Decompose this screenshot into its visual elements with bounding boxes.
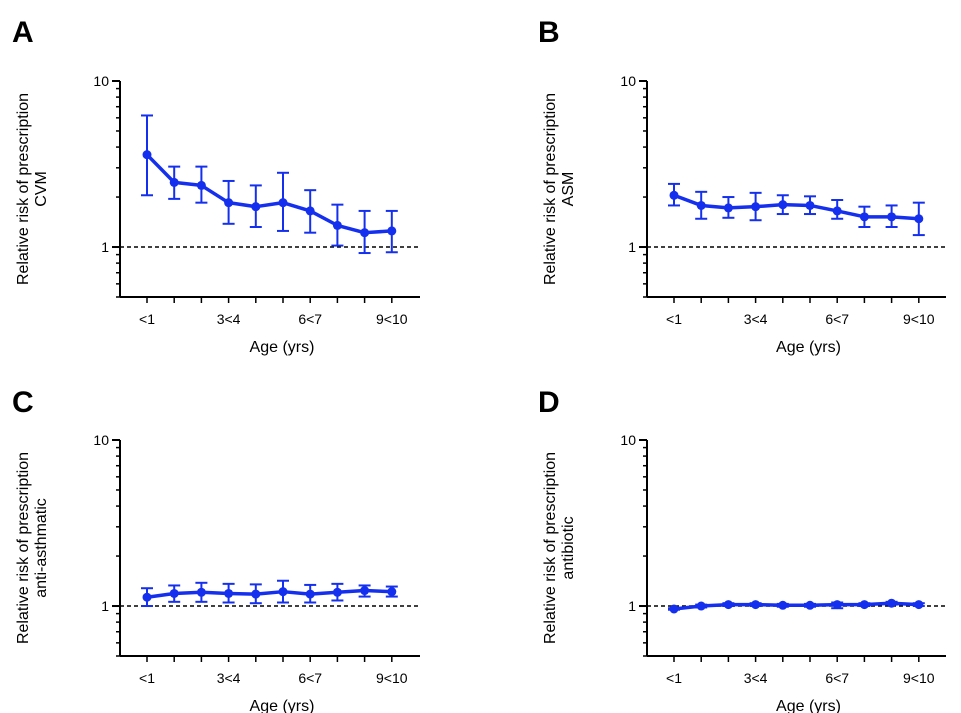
data-point	[142, 150, 152, 160]
x-tick-label: 9<10	[376, 670, 408, 686]
x-tick-label: 9<10	[903, 670, 935, 686]
x-tick-label: 3<4	[217, 311, 241, 327]
data-point	[251, 202, 261, 212]
x-tick-label: <1	[139, 311, 155, 327]
data-point	[832, 600, 842, 610]
x-axis-label: Age (yrs)	[250, 339, 315, 356]
y-tick-label: 1	[628, 239, 636, 255]
data-point	[859, 212, 869, 222]
panel-b: B 1 10 <1 3<4 6<7 9<10 Age (yrs) Relative risk o…	[538, 16, 946, 356]
x-tick-label: <1	[666, 311, 682, 327]
x-axis-label: Age (yrs)	[250, 698, 315, 713]
data-point	[723, 203, 733, 213]
data-point	[887, 598, 897, 608]
data-point	[169, 588, 179, 598]
data-point	[278, 198, 288, 208]
series-line	[145, 153, 392, 235]
y-tick-label: 10	[620, 432, 636, 448]
y-tick-label: 1	[101, 239, 109, 255]
panel-letter: A	[12, 16, 34, 49]
data-point	[169, 177, 179, 187]
y-tick-label: 1	[101, 598, 109, 614]
x-axis-label: Age (yrs)	[776, 698, 841, 713]
x-tick-label: 3<4	[744, 311, 768, 327]
data-point	[696, 200, 706, 210]
x-axis-label: Age (yrs)	[776, 339, 841, 356]
x-tick-label: 6<7	[825, 311, 849, 327]
data-point	[305, 589, 315, 599]
y-axis-label: anti-asthmatic	[33, 498, 50, 598]
data-point	[251, 589, 261, 599]
x-tick-label: 9<10	[376, 311, 408, 327]
data-point	[360, 228, 370, 238]
data-point	[142, 592, 152, 602]
panel-letter: D	[538, 386, 560, 419]
x-tick-label: 3<4	[744, 670, 768, 686]
data-point	[224, 588, 234, 598]
data-point	[778, 200, 788, 210]
y-tick-label: 10	[93, 73, 109, 89]
data-point	[887, 212, 897, 222]
data-point	[360, 586, 370, 596]
y-axis-label: CVM	[33, 171, 50, 207]
x-tick-label: 6<7	[298, 311, 322, 327]
data-point	[914, 600, 924, 610]
panel-d: D 1 10 <1 3<4 6<7 9<10 Age (yrs) Relative risk o…	[538, 386, 946, 713]
data-point	[696, 601, 706, 611]
data-point	[669, 190, 679, 200]
data-point	[751, 600, 761, 610]
data-point	[805, 200, 815, 210]
data-point	[914, 214, 924, 224]
data-point	[778, 600, 788, 610]
data-point	[859, 600, 869, 610]
data-point	[669, 604, 679, 614]
y-tick-label: 1	[628, 598, 636, 614]
panel-a: A 1 10 <1 3<4 6<7 9<10 Age (yrs) Relative risk o…	[12, 16, 420, 356]
data-point	[805, 600, 815, 610]
data-point	[332, 587, 342, 597]
data-point	[387, 587, 397, 597]
data-point	[224, 198, 234, 208]
y-tick-label: 10	[620, 73, 636, 89]
data-point	[196, 180, 206, 190]
panel-c: C 1 10 <1 3<4 6<7 9<10 Age (yrs) Relative risk o…	[12, 386, 420, 713]
data-point	[278, 587, 288, 597]
data-point	[723, 600, 733, 610]
x-tick-label: <1	[139, 670, 155, 686]
y-axis-label: antibiotic	[560, 516, 577, 579]
data-point	[305, 206, 315, 216]
x-tick-label: 6<7	[298, 670, 322, 686]
data-point	[387, 226, 397, 236]
data-point	[832, 206, 842, 216]
data-point	[332, 220, 342, 230]
series-line	[673, 193, 919, 221]
y-axis-label: Relative risk of prescription	[542, 93, 559, 285]
y-axis-label: Relative risk of prescription	[15, 93, 32, 285]
y-axis-label: Relative risk of prescription	[542, 452, 559, 644]
data-point	[751, 202, 761, 212]
x-tick-label: 9<10	[903, 311, 935, 327]
series-line	[673, 601, 919, 611]
panel-letter: B	[538, 16, 560, 49]
x-tick-label: 6<7	[825, 670, 849, 686]
data-point	[196, 587, 206, 597]
y-axis-label: Relative risk of prescription	[15, 452, 32, 644]
x-tick-label: 3<4	[217, 670, 241, 686]
x-tick-label: <1	[666, 670, 682, 686]
y-tick-label: 10	[93, 432, 109, 448]
series-line	[146, 588, 392, 599]
y-axis-label: ASM	[560, 172, 577, 207]
panel-letter: C	[12, 386, 34, 419]
